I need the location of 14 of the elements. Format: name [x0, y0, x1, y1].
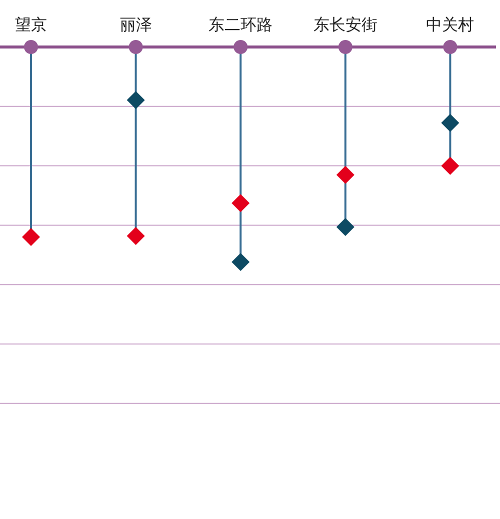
- point: [232, 194, 250, 212]
- x-tick-label: 东长安街: [313, 15, 378, 34]
- point: [441, 114, 460, 132]
- x-tick-label: 望京: [15, 15, 47, 34]
- point: [126, 226, 145, 245]
- point: [441, 156, 460, 175]
- x-tick-label: 东二环路: [208, 15, 273, 34]
- x-tick-label: 中关村: [426, 15, 474, 34]
- x-tick-label: 丽泽: [120, 15, 152, 34]
- point: [232, 253, 250, 271]
- point: [336, 218, 354, 236]
- point: [336, 166, 354, 184]
- point: [22, 228, 40, 246]
- point: [126, 91, 145, 110]
